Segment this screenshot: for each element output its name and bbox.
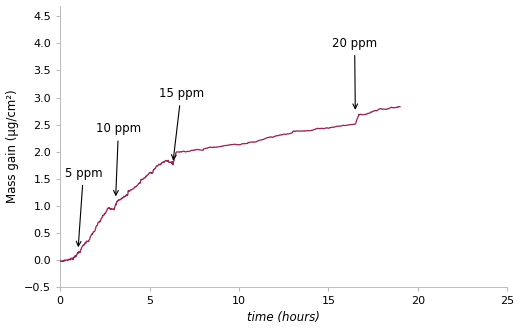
Y-axis label: Mass gain (μg/cm²): Mass gain (μg/cm²) xyxy=(6,89,19,203)
Text: 10 ppm: 10 ppm xyxy=(96,122,141,195)
Text: 5 ppm: 5 ppm xyxy=(64,167,102,246)
X-axis label: time (hours): time (hours) xyxy=(248,312,320,324)
Text: 15 ppm: 15 ppm xyxy=(159,87,204,159)
Text: 20 ppm: 20 ppm xyxy=(332,37,377,109)
